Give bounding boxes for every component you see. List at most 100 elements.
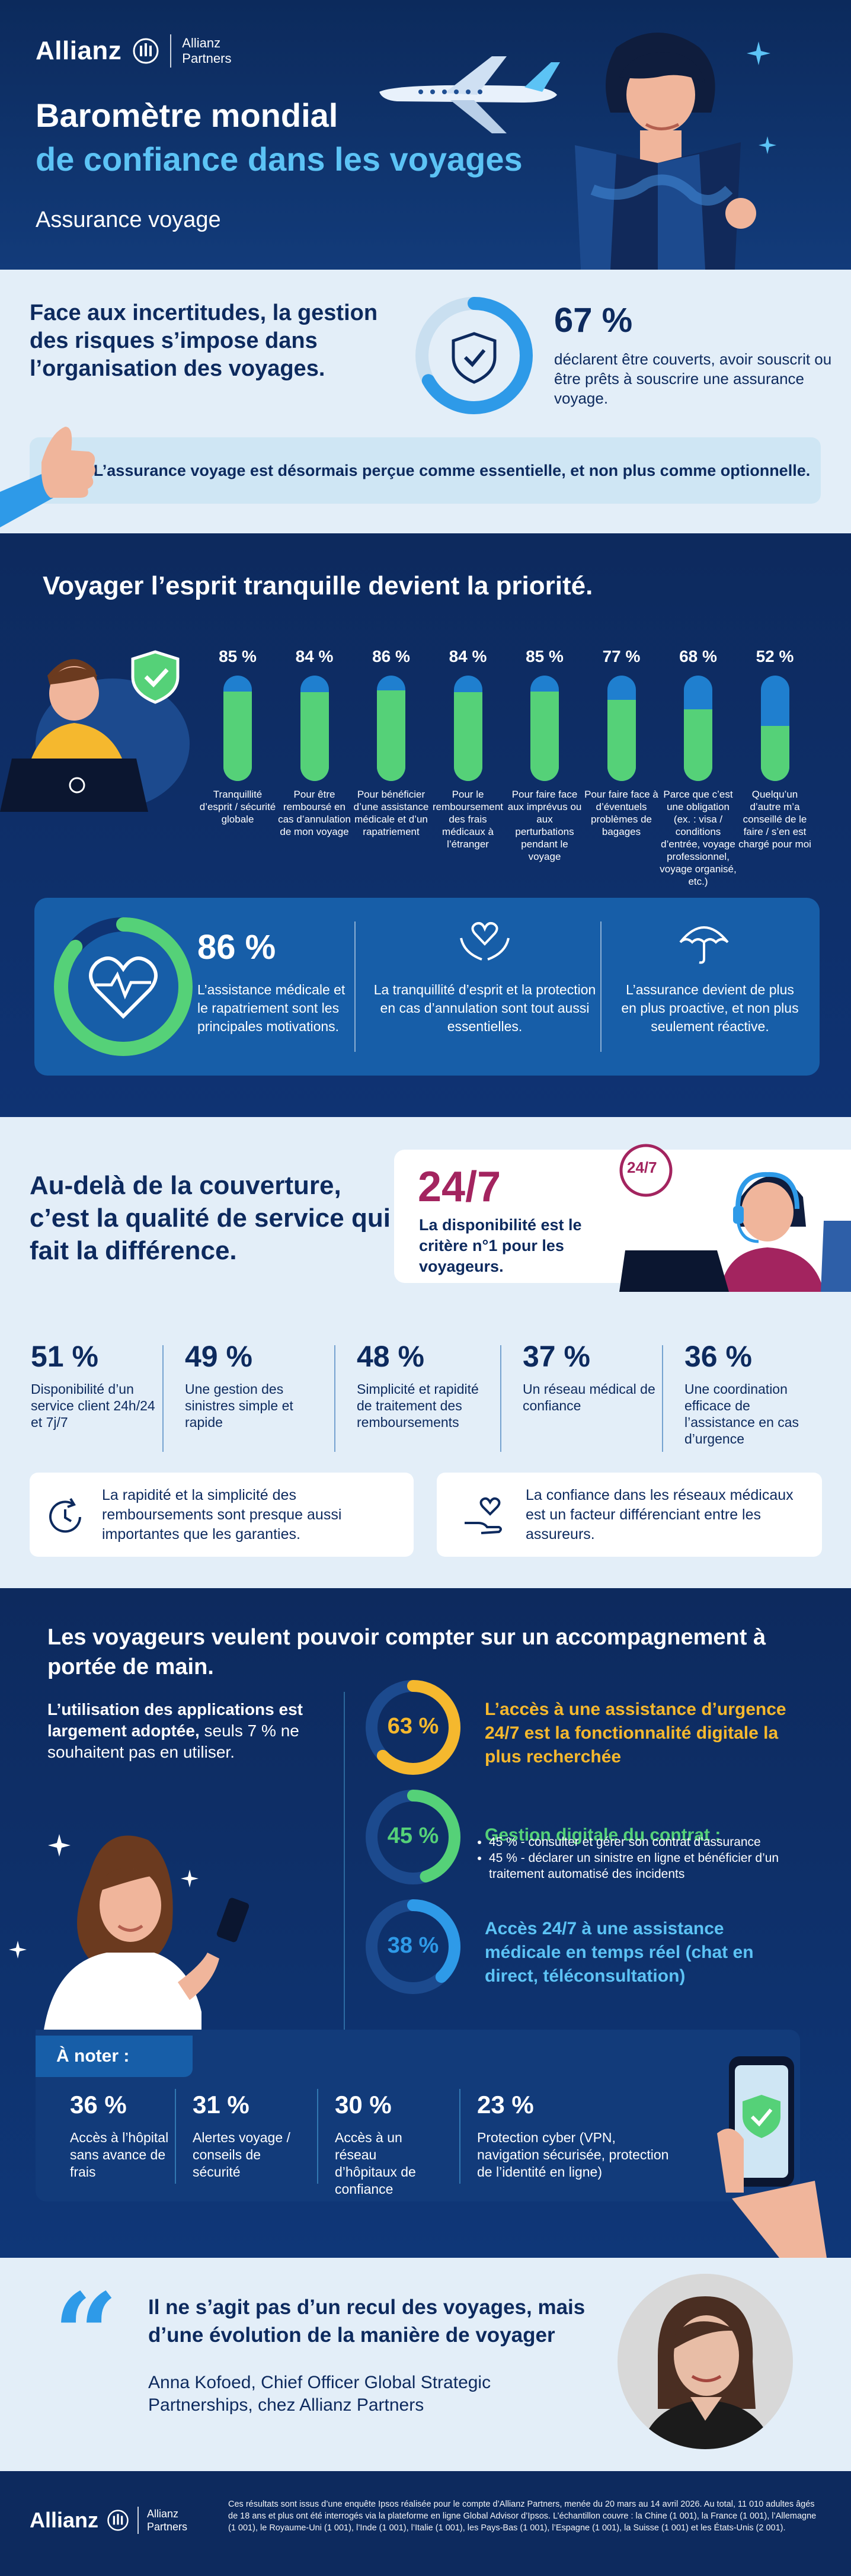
- footer-brand-wordmark: Allianz: [30, 2508, 99, 2532]
- priority-section: Voyager l’esprit tranquille devient la p…: [0, 533, 851, 1117]
- priority-bar: [607, 676, 636, 781]
- priority-text-3: L’assurance devient de plus en plus proa…: [621, 982, 799, 1034]
- footer-partners-label: Allianz Partners: [147, 2508, 188, 2533]
- availability-value: 24/7: [418, 1163, 501, 1211]
- bar-label: Pour faire face aux imprévus ou aux pert…: [507, 789, 582, 862]
- apps-ring-arc: [366, 1790, 460, 1884]
- priority-bar-fill: [530, 691, 559, 781]
- stat-value: 48 %: [357, 1340, 424, 1373]
- footer-methodology-note: Ces résultats sont issus d’une enquête I…: [228, 2500, 817, 2533]
- shield-check-icon: [743, 2095, 780, 2138]
- bar-value: 84 %: [295, 647, 334, 665]
- priority-bar-fill: [223, 691, 252, 781]
- partners-label: Allianz Partners: [182, 36, 232, 66]
- note-value: 31 %: [193, 2091, 249, 2119]
- bar-label: Pour le remboursement des frais médicaux…: [432, 789, 504, 850]
- stat-value: 49 %: [185, 1340, 252, 1373]
- priority-ring: [54, 917, 193, 1056]
- risk-headline: Face aux incertitudes, la gestion des ri…: [30, 300, 378, 381]
- contract-bullets: 45 % - consulter et gérer son contrat d’…: [474, 1834, 782, 1882]
- note-value: 23 %: [477, 2091, 534, 2119]
- risk-section: Face aux incertitudes, la gestion des ri…: [0, 270, 851, 533]
- woman-with-phone-illustration: [9, 1834, 249, 2050]
- divider: [317, 2089, 318, 2184]
- priority-bar: [377, 676, 405, 781]
- brand-divider: [137, 2507, 139, 2534]
- allianz-eagle-icon: [133, 38, 159, 64]
- hero-section: Allianz Allianz Partners Baromètre mondi…: [0, 0, 851, 270]
- quote-mark-icon: “: [53, 2268, 119, 2401]
- sparkle-icon: [747, 41, 770, 65]
- brand-divider: [170, 34, 172, 68]
- info-card-networks: La confiance dans les réseaux médicaux e…: [437, 1473, 822, 1557]
- bar-label: Pour être remboursé en cas d’annulation …: [278, 789, 351, 837]
- bar-value: 86 %: [372, 647, 410, 665]
- priority-bar: [684, 676, 712, 781]
- support-agent-illustration: [619, 1144, 851, 1292]
- bar-value: 85 %: [219, 647, 257, 665]
- note-label: Accès à l’hôpital sans avance de frais: [70, 2130, 169, 2180]
- page-title: Baromètre mondial de confiance dans les …: [36, 97, 523, 178]
- priority-bar-fill: [760, 726, 789, 781]
- note-label: Protection cyber (VPN, navigation sécuri…: [477, 2130, 669, 2180]
- note-label: Alertes voyage / conseils de sécurité: [193, 2130, 290, 2180]
- note-label: Accès à un réseau d’hôpitaux de confianc…: [335, 2130, 416, 2197]
- priority-bar-fill: [684, 709, 712, 781]
- priority-headline: Voyager l’esprit tranquille devient la p…: [43, 571, 593, 600]
- apps-ring-title: Accès 24/7 à une assistance médicale en …: [485, 1919, 754, 1986]
- apps-ring: [366, 1899, 460, 1994]
- priority-bar-fill: [300, 692, 329, 781]
- bar-label: Pour faire face à d’éventuels problèmes …: [584, 789, 658, 837]
- umbrella-icon: [679, 926, 729, 964]
- divider: [162, 1345, 164, 1452]
- footer: Allianz Allianz Partners Ces résultats s…: [0, 2471, 851, 2576]
- priority-text-1: L’assistance médicale et le rapatriement…: [197, 982, 345, 1034]
- apps-ring-value: 38 %: [387, 1933, 439, 1958]
- apps-ring-arc: [366, 1680, 460, 1775]
- bar-value: 84 %: [449, 647, 487, 665]
- priority-bar: [760, 676, 789, 781]
- priority-bar-fill: [377, 690, 405, 781]
- priority-bar: [223, 676, 252, 781]
- divider: [344, 1692, 345, 2033]
- stat-label: Une gestion des sinistres simple et rapi…: [185, 1381, 293, 1430]
- insight-banner-text: L’assurance voyage est désormais perçue …: [93, 461, 811, 479]
- page-subtitle: Assurance voyage: [36, 207, 221, 232]
- stat-value: 36 %: [684, 1340, 752, 1373]
- thumbs-up-icon: [0, 427, 95, 527]
- bullet-item: 45 % - déclarer un sinistre en ligne et …: [489, 1850, 782, 1882]
- divider: [662, 1345, 663, 1452]
- availability-text: La disponibilité est le critère n°1 pour…: [419, 1216, 582, 1275]
- apps-ring-arc: [366, 1899, 460, 1994]
- service-section: Au-delà de la couverture, c’est la quali…: [0, 1117, 851, 1588]
- apps-ring-value: 63 %: [387, 1714, 439, 1739]
- service-headline: Au-delà de la couverture, c’est la quali…: [30, 1171, 391, 1265]
- divider: [459, 2089, 460, 2184]
- apps-section: Les voyageurs veulent pouvoir compter su…: [0, 1588, 851, 2258]
- person-laptop-illustration: [0, 650, 190, 812]
- apps-ring: [366, 1790, 460, 1884]
- insight-banner: L’assurance voyage est désormais perçue …: [30, 437, 821, 504]
- priority-text-2: La tranquillité d’esprit et la protectio…: [373, 982, 596, 1034]
- speaker-portrait: [618, 2274, 793, 2449]
- risk-ring: [415, 297, 533, 414]
- info-card-refunds: La rapidité et la simplicité des rembour…: [30, 1473, 414, 1557]
- info-card-networks-text: La confiance dans les réseaux médicaux e…: [526, 1487, 794, 1543]
- sparkle-icon: [759, 136, 776, 154]
- heart-icon: [89, 956, 158, 1019]
- bar-label: Tranquillité d’esprit / sécurité globale: [199, 789, 276, 825]
- apps-headline: Les voyageurs veulent pouvoir compter su…: [47, 1625, 766, 1679]
- divider: [600, 921, 602, 1052]
- priority-value: 86 %: [197, 928, 276, 967]
- note-value: 30 %: [335, 2091, 392, 2119]
- traveler-with-map-illustration: [575, 33, 756, 270]
- divider: [175, 2089, 176, 2184]
- note-value: 36 %: [70, 2091, 127, 2119]
- stat-label: Un réseau médical de confiance: [523, 1381, 655, 1413]
- bar-value: 77 %: [602, 647, 641, 665]
- priority-bar-fill: [453, 692, 482, 781]
- divider: [354, 921, 356, 1052]
- apps-intro: L’utilisation des applications est large…: [47, 1700, 303, 1761]
- hand-phone-illustration: [717, 2056, 827, 2258]
- clock-refresh-icon: [49, 1497, 81, 1533]
